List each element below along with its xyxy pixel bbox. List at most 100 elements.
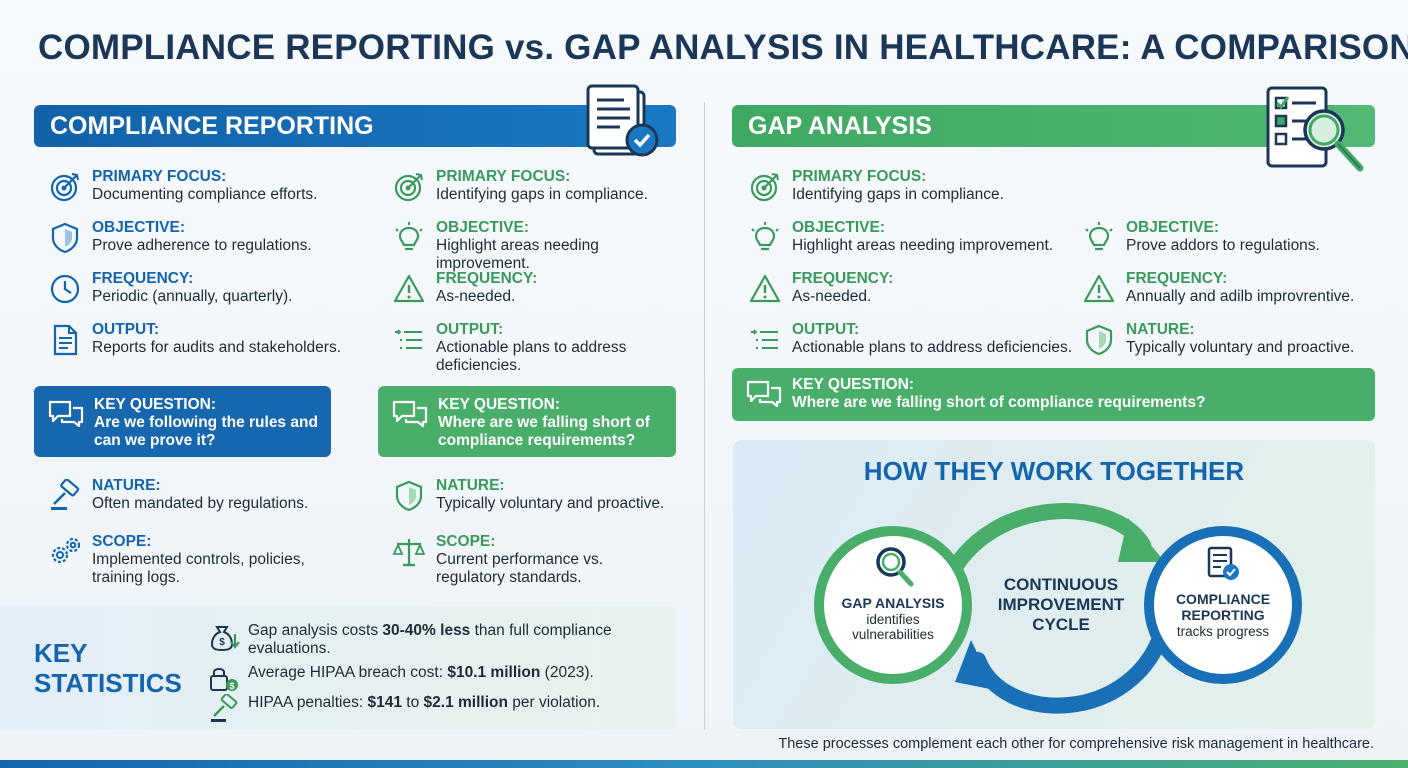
cycle-arrow-top <box>940 503 1151 588</box>
cr2-output: OUTPUT: Actionable plans to address defic… <box>392 321 682 381</box>
gap-analysis-circle <box>814 526 972 684</box>
money-bag-icon: $ <box>210 626 240 652</box>
svg-text:$: $ <box>229 681 234 691</box>
compliance-reporting-header: COMPLIANCE REPORTING <box>34 105 676 147</box>
item-label: PRIMARY FOCUS: <box>92 168 227 185</box>
item-label: FREQUENCY: <box>92 270 194 287</box>
item-label: OUTPUT: <box>792 321 860 338</box>
item-value: Prove addors to regulations. <box>1126 237 1320 254</box>
item-label: FREQUENCY: <box>1126 270 1228 287</box>
continuous-cycle-diagram: GAP ANALYSIS identifies vulnerabilities … <box>814 503 1302 714</box>
item-value: Identifying gaps in compliance. <box>792 186 1004 203</box>
cycle-center-line2: IMPROVEMENT <box>998 595 1125 614</box>
item-label: OBJECTIVE: <box>792 219 886 236</box>
key-question-text: Are we following the rules and can we pr… <box>94 414 318 449</box>
item-value: As-needed. <box>436 288 516 305</box>
checklist-icon <box>751 329 778 349</box>
compliance-circle-sub: tracks progress <box>1177 624 1270 639</box>
item-label: OUTPUT: <box>92 321 160 338</box>
lightbulb-icon <box>751 222 779 251</box>
cr2-nature: NATURE: Typically voluntary and proactive… <box>392 477 682 533</box>
document-check-icon <box>586 84 659 157</box>
stat-bold: 30-40% less <box>382 622 471 639</box>
ga2-nature: NATURE: Typically voluntary and proactive… <box>1082 321 1374 372</box>
warning-icon <box>749 274 781 303</box>
stat-row: HIPAA penalties: $141 to $2.1 million pe… <box>208 694 668 724</box>
ga-primary-focus: PRIMARY FOCUS: Identifying gaps in compli… <box>748 168 1078 219</box>
cr-nature: NATURE: Often mandated by regulations. <box>48 477 368 533</box>
cr-key-question: KEY QUESTION: Are we following the rules … <box>34 386 331 457</box>
compliance-circle-title1: COMPLIANCE <box>1176 591 1270 607</box>
item-value: Annually and adilb improvrentive. <box>1126 288 1355 305</box>
compliance-circle-title2: REPORTING <box>1181 607 1264 623</box>
ga-objective: OBJECTIVE: Highlight areas needing improv… <box>748 219 1078 270</box>
key-question-label: KEY QUESTION: <box>94 396 217 413</box>
gap-analysis-header-text: GAP ANALYSIS <box>748 112 932 140</box>
cr-output: OUTPUT: Reports for audits and stakeholde… <box>48 321 368 372</box>
cr2-scope: SCOPE: Current performance vs. regulatory… <box>392 533 682 589</box>
lightbulb-icon <box>395 222 423 251</box>
cycle-center-line1: CONTINUOUS <box>1004 575 1118 594</box>
stat-text: (2023). <box>540 664 594 681</box>
item-label: SCOPE: <box>92 533 152 550</box>
item-label: FREQUENCY: <box>436 270 538 287</box>
key-statistics-title: KEY STATISTICS <box>34 638 182 698</box>
item-value: Typically voluntary and proactive. <box>1126 339 1355 356</box>
shield-icon <box>395 480 423 512</box>
item-value: Actionable plans to address deficiencies… <box>792 339 1073 356</box>
item-value: Highlight areas needing improvement. <box>792 237 1054 254</box>
item-label: PRIMARY FOCUS: <box>436 168 571 185</box>
stat-row: $ Average HIPAA breach cost: $10.1 milli… <box>208 664 668 694</box>
cycle-arrowhead-bottom <box>955 640 995 690</box>
item-value: Often mandated by regulations. <box>92 495 309 512</box>
item-value: Actionable plans to address deficiencies… <box>436 339 627 374</box>
item-value: Typically voluntary and proactive. <box>436 495 665 512</box>
document-check-icon <box>1207 546 1239 580</box>
item-value: Periodic (annually, quarterly). <box>92 288 293 305</box>
item-value: Highlight areas needing improvement. <box>436 237 599 272</box>
cr2-objective: OBJECTIVE: Highlight areas needing improv… <box>392 219 682 272</box>
item-label: NATURE: <box>436 477 505 494</box>
how-they-work-together-title: HOW THEY WORK TOGETHER <box>863 456 1245 486</box>
cr-objective: OBJECTIVE: Prove adherence to regulations… <box>48 219 368 270</box>
ga2-frequency: FREQUENCY: Annually and adilb improvrenti… <box>1082 270 1374 321</box>
item-value: Implemented controls, policies, training… <box>92 551 305 586</box>
cr-frequency: FREQUENCY: Periodic (annually, quarterly)… <box>48 270 368 321</box>
shield-icon <box>51 222 79 254</box>
target-icon <box>394 173 423 202</box>
cr2-key-question: KEY QUESTION: Where are we falling short … <box>378 386 676 457</box>
key-question-label: KEY QUESTION: <box>792 376 915 393</box>
compliance-reporting-circle <box>1144 526 1302 684</box>
item-value: Reports for audits and stakeholders. <box>92 339 341 356</box>
magnifier-icon <box>876 547 914 587</box>
bottom-accent-bar <box>0 760 1408 768</box>
warning-icon <box>1083 274 1115 303</box>
scales-icon <box>392 539 426 567</box>
stat-bold: $141 <box>367 694 402 711</box>
target-icon <box>50 173 79 202</box>
item-label: SCOPE: <box>436 533 496 550</box>
target-icon <box>750 173 779 202</box>
page-title: COMPLIANCE REPORTING vs. GAP ANALYSIS IN… <box>38 28 1408 67</box>
warning-icon <box>393 274 425 303</box>
item-value: Documenting compliance efforts. <box>92 186 318 203</box>
cr2-frequency: FREQUENCY: As-needed. <box>392 270 682 321</box>
item-value: Prove adherence to regulations. <box>92 237 312 254</box>
key-statistics-panel <box>0 606 676 730</box>
cycle-arrow-bottom <box>970 622 1171 714</box>
gavel-icon <box>211 694 238 722</box>
cycle-arrowhead-top <box>1118 518 1165 562</box>
checklist-icon <box>395 329 422 349</box>
stat-bold: $10.1 million <box>447 664 541 681</box>
shield-icon <box>1085 324 1113 356</box>
stat-row: $ Gap analysis costs 30-40% less than fu… <box>208 622 668 664</box>
gap-analysis-circle-title: GAP ANALYSIS <box>842 595 945 611</box>
stat-text: per violation. <box>507 694 601 711</box>
stat-text: Average HIPAA breach cost: <box>248 664 448 681</box>
gavel-icon <box>51 479 80 510</box>
item-label: NATURE: <box>1126 321 1195 338</box>
cr2-primary-focus: PRIMARY FOCUS: Identifying gaps in compli… <box>392 168 682 219</box>
chat-bubbles-icon <box>392 400 428 428</box>
key-question-label: KEY QUESTION: <box>438 396 561 413</box>
stat-text: HIPAA penalties: <box>248 694 368 711</box>
